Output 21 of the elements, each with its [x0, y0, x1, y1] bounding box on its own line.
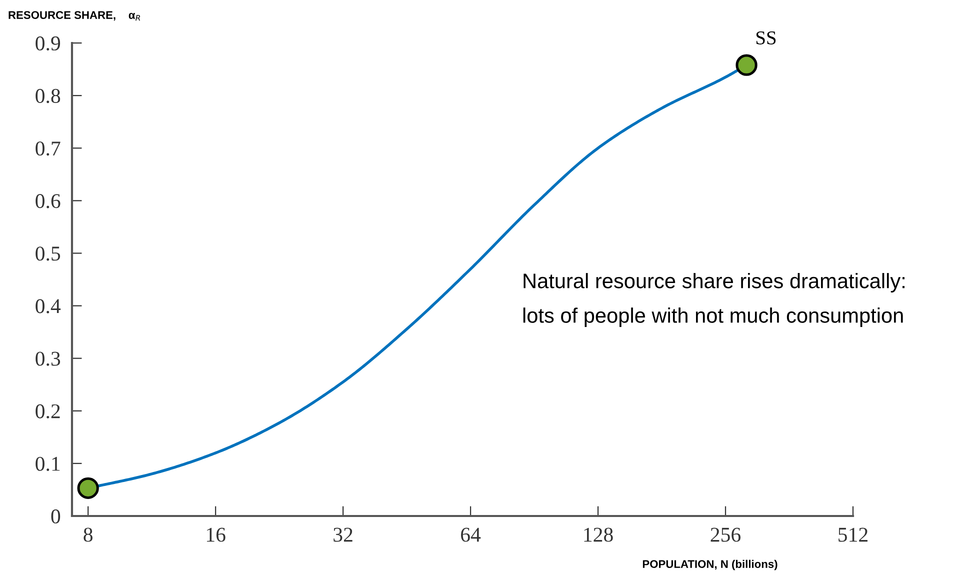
x-axis-title: POPULATION, N (billions) [642, 560, 778, 570]
y-tick-label: 0.2 [36, 404, 60, 418]
y-tick-label: 0.5 [36, 246, 60, 261]
x-tick-label: 8 [84, 528, 92, 542]
annotation: SS [756, 31, 776, 44]
y-axis-title: RESOURCE SHARE, α$_{R}$ [8, 11, 140, 21]
y-tick-label: 0.6 [36, 194, 60, 208]
x-tick-label: 128 [584, 528, 613, 542]
y-tick-label: 0.3 [36, 352, 60, 366]
x-tick-label: 512 [838, 528, 868, 542]
y-tick-label: 0.9 [36, 36, 60, 51]
y-tick-label: 0 [51, 509, 60, 524]
x-tick-label: 16 [206, 528, 226, 542]
x-tick-label: 32 [334, 528, 352, 542]
y-tick-label: 0.8 [36, 88, 60, 104]
y-tick-label: 0.7 [36, 141, 60, 156]
annotation: Natural resource share rises dramatically: lots of people with not much consumption [523, 273, 904, 327]
y-tick-label: 0.1 [36, 456, 60, 471]
y-tick-label: 0.4 [36, 299, 61, 314]
x-tick-label: 256 [710, 528, 741, 542]
x-tick-label: 64 [461, 528, 481, 542]
